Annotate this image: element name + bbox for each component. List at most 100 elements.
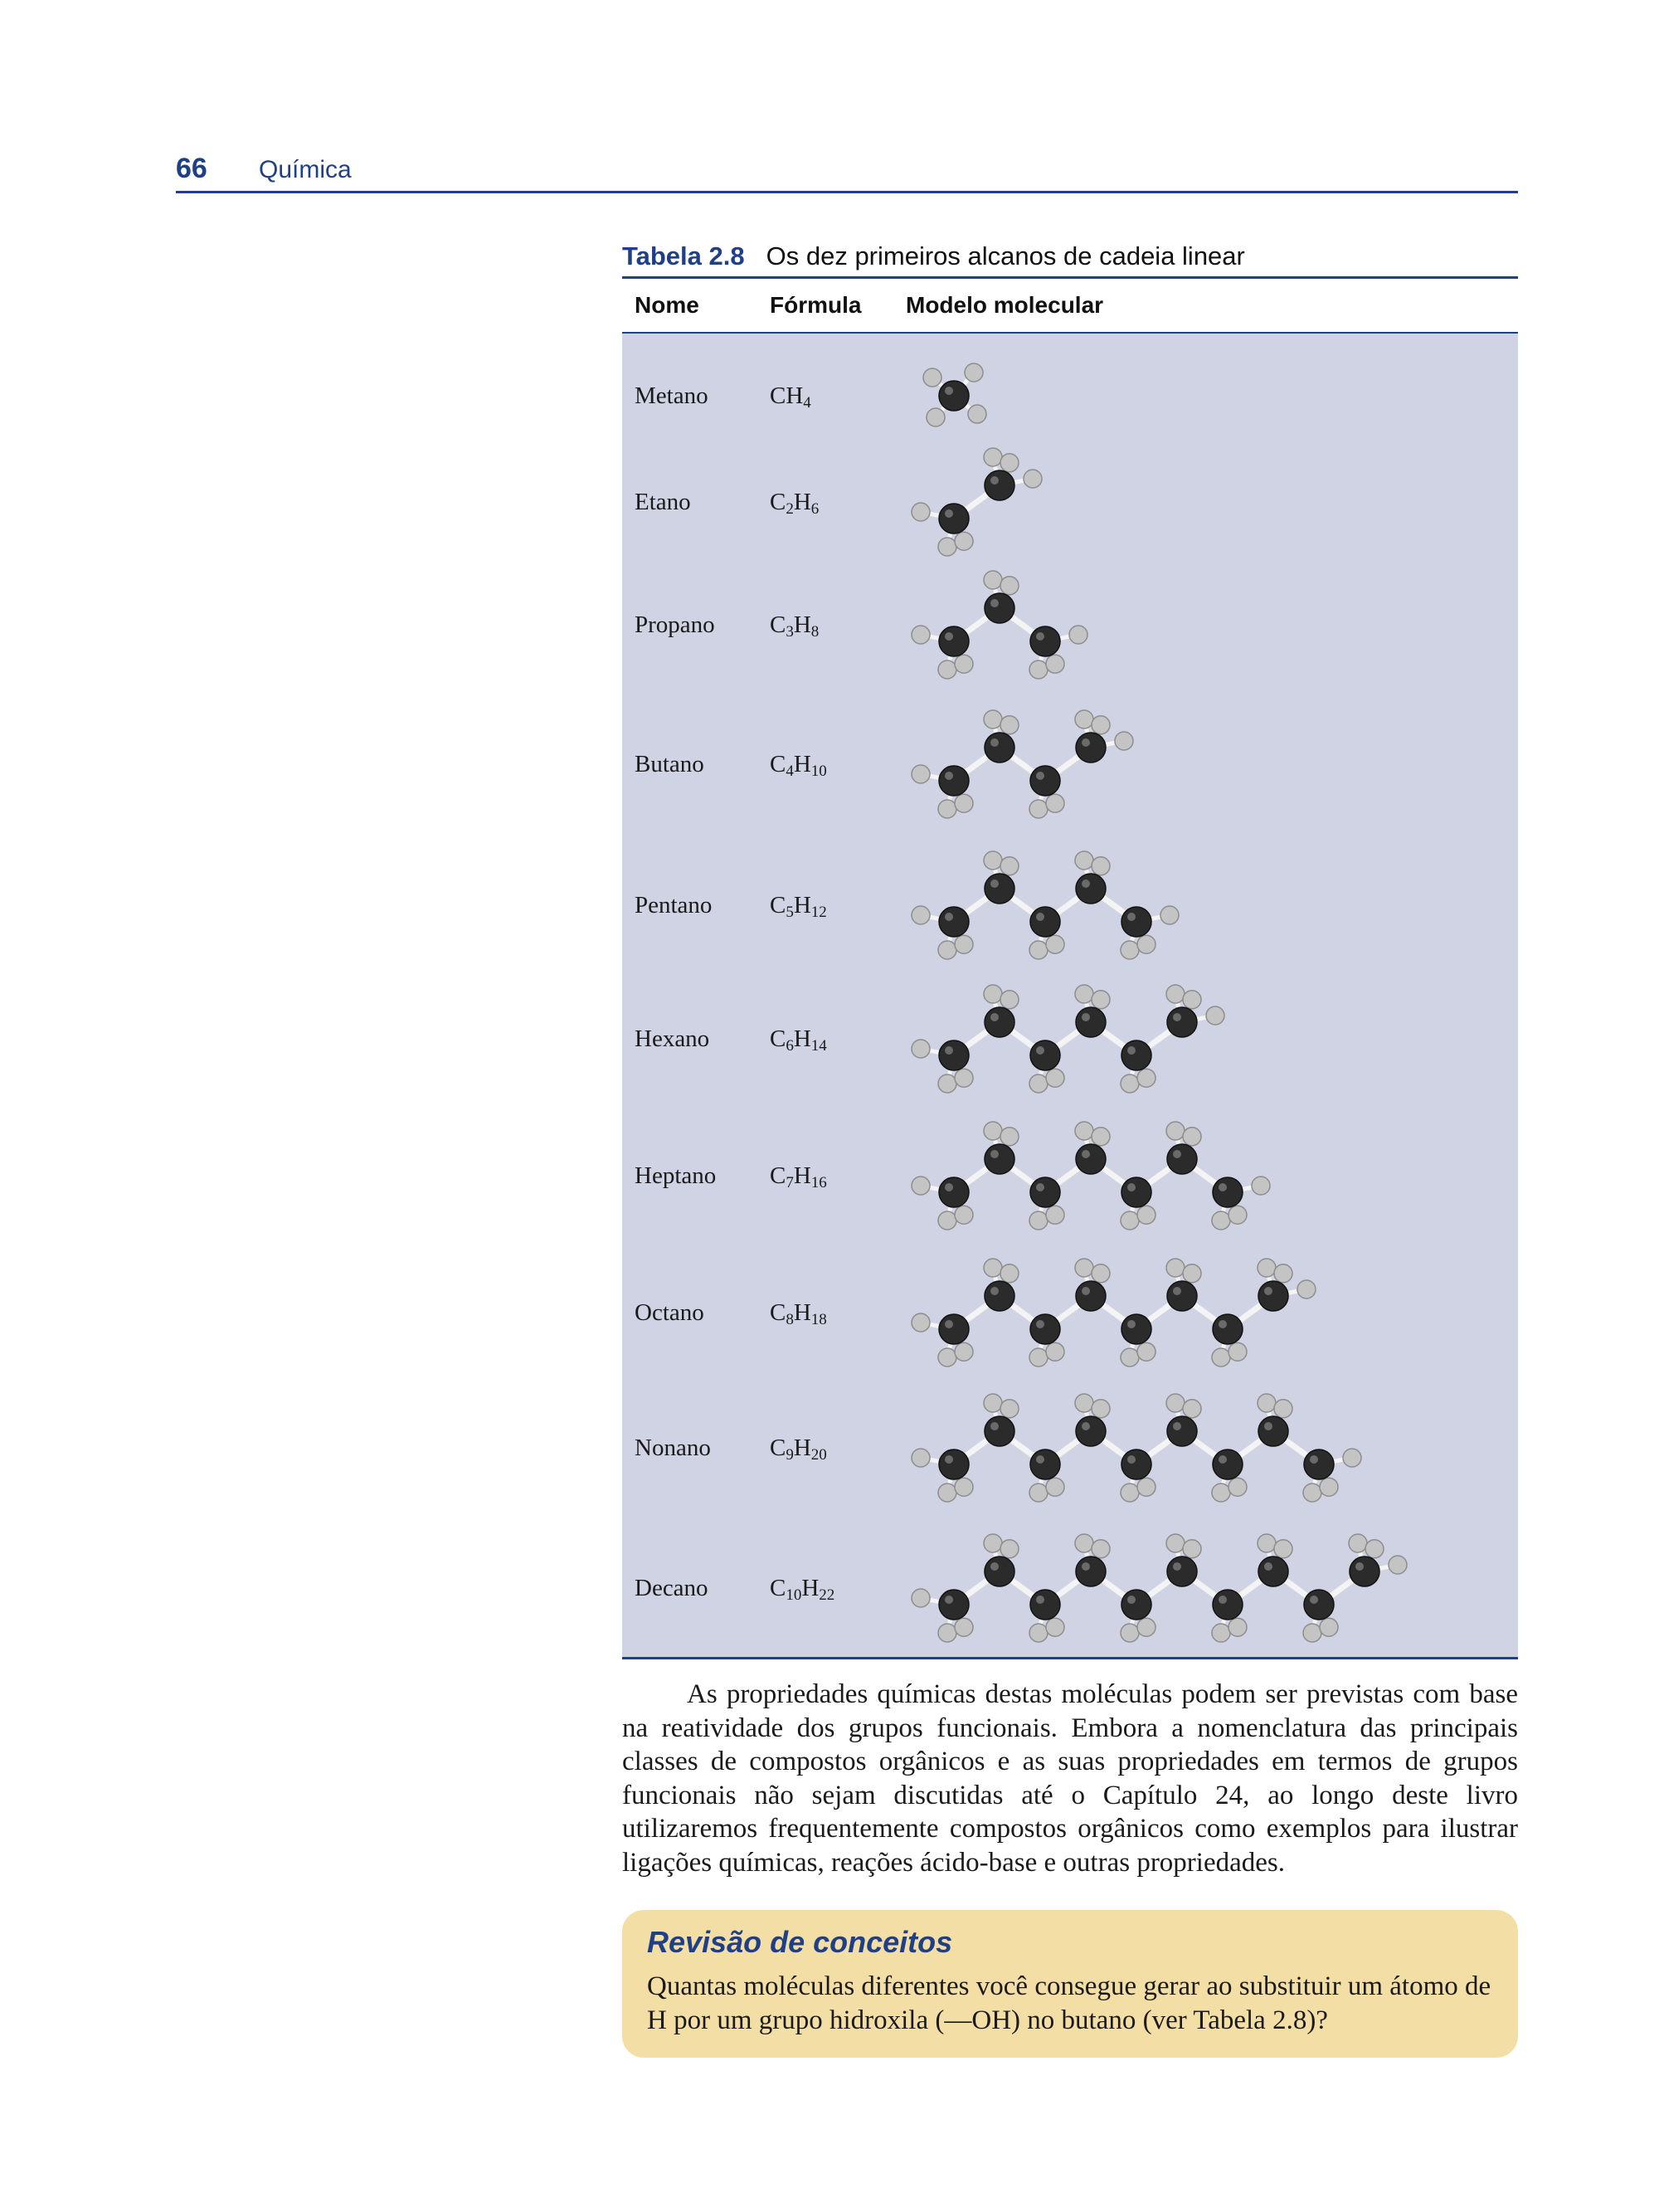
hydrogen-atom xyxy=(1136,1617,1156,1637)
formula-element: C xyxy=(770,1299,786,1326)
hydrogen-atom xyxy=(937,1074,957,1094)
molecule-model xyxy=(911,570,1088,680)
atom-highlight xyxy=(1036,1046,1044,1055)
hydrogen-atom xyxy=(911,1588,931,1608)
hydrogen-atom xyxy=(1205,1006,1225,1026)
atom-highlight xyxy=(990,1287,999,1295)
hydrogen-atom xyxy=(1302,1483,1322,1503)
table-row: Heptano C7H16 xyxy=(622,1121,1518,1230)
hydrogen-atom xyxy=(954,1068,974,1088)
molecule-model xyxy=(911,1258,1316,1367)
hydrogen-atom xyxy=(1342,1448,1362,1468)
atom-highlight xyxy=(1036,1455,1044,1464)
table-row: Butano C4H10 xyxy=(622,709,1518,819)
hydrogen-atom xyxy=(1136,1068,1156,1088)
hydrogen-atom xyxy=(954,654,974,674)
alkane-formula: C6H14 xyxy=(770,1022,827,1055)
atom-highlight xyxy=(990,476,999,485)
hydrogen-atom xyxy=(1029,660,1048,680)
atom-highlight xyxy=(1036,1596,1044,1604)
hydrogen-atom xyxy=(1228,1477,1248,1497)
atom-highlight xyxy=(1082,1422,1090,1430)
atom-highlight xyxy=(945,1183,953,1191)
atom-highlight xyxy=(945,1596,953,1604)
formula-subscript: 18 xyxy=(810,1311,827,1328)
hydrogen-atom xyxy=(1074,850,1094,870)
carbon-atom xyxy=(1121,1313,1152,1345)
hydrogen-atom xyxy=(954,1477,974,1497)
hydrogen-atom xyxy=(911,1039,931,1059)
hydrogen-atom xyxy=(1388,1555,1408,1575)
atom-highlight xyxy=(1219,1596,1227,1604)
hydrogen-atom xyxy=(1165,1258,1185,1278)
carbon-atom xyxy=(1166,1143,1198,1175)
column-header-formula: Fórmula xyxy=(770,292,862,318)
table-row: Octano C8H18 xyxy=(622,1258,1518,1367)
atom-highlight xyxy=(1264,1562,1272,1571)
hydrogen-atom xyxy=(1211,1483,1231,1503)
hydrogen-atom xyxy=(1045,654,1065,674)
atom-highlight xyxy=(990,1013,999,1021)
hydrogen-atom xyxy=(1029,1347,1048,1367)
formula-element: H xyxy=(793,1299,811,1326)
atom-highlight xyxy=(1310,1455,1318,1464)
hydrogen-atom xyxy=(1160,905,1180,925)
hydrogen-atom xyxy=(937,1347,957,1367)
hydrogen-atom xyxy=(937,1483,957,1503)
hydrogen-atom xyxy=(967,404,987,424)
hydrogen-atom xyxy=(954,531,974,551)
formula-subscript: 7 xyxy=(786,1174,794,1191)
table-row: Decano C10H22 xyxy=(622,1533,1518,1643)
hydrogen-atom xyxy=(1120,1074,1140,1094)
formula-element: H xyxy=(801,1575,820,1601)
carbon-atom xyxy=(1075,1006,1107,1038)
atom-highlight xyxy=(1264,1422,1272,1430)
formula-element: H xyxy=(793,1435,811,1461)
hydrogen-atom xyxy=(1029,1074,1048,1094)
atom-highlight xyxy=(1082,879,1090,888)
carbon-atom xyxy=(938,503,970,534)
hydrogen-atom xyxy=(1029,1211,1048,1230)
hydrogen-atom xyxy=(1000,1264,1019,1284)
carbon-atom xyxy=(1029,1040,1061,1071)
alkanes-table: Tabela 2.8 Os dez primeiros alcanos de ca… xyxy=(622,236,1518,1659)
formula-element: H xyxy=(793,489,811,515)
atom-highlight xyxy=(945,913,953,921)
carbon-atom xyxy=(1121,1177,1152,1208)
atom-highlight xyxy=(1355,1562,1364,1571)
atom-highlight xyxy=(1082,738,1090,747)
carbon-atom xyxy=(1029,1589,1061,1620)
carbon-atom xyxy=(984,732,1015,763)
atom-highlight xyxy=(1036,1183,1044,1191)
carbon-atom xyxy=(1258,1556,1289,1587)
hydrogen-atom xyxy=(911,1176,931,1196)
alkane-formula: C2H6 xyxy=(770,485,819,519)
hydrogen-atom xyxy=(1045,1617,1065,1637)
alkane-name: Nonano xyxy=(635,1435,711,1461)
carbon-atom xyxy=(1075,732,1107,763)
atom-highlight xyxy=(990,1150,999,1158)
hydrogen-atom xyxy=(1182,990,1202,1010)
hydrogen-atom xyxy=(1029,940,1048,960)
carbon-atom xyxy=(1029,906,1061,938)
hydrogen-atom xyxy=(1182,1264,1202,1284)
formula-subscript: 5 xyxy=(786,904,794,921)
hydrogen-atom xyxy=(1114,731,1134,751)
formula-subscript: 16 xyxy=(810,1174,827,1191)
hydrogen-atom xyxy=(1182,1539,1202,1559)
formula-element: H xyxy=(793,1162,811,1189)
hydrogen-atom xyxy=(1136,1342,1156,1362)
hydrogen-atom xyxy=(1091,1399,1111,1419)
atom-highlight xyxy=(1219,1320,1227,1328)
hydrogen-atom xyxy=(1000,715,1019,735)
hydrogen-atom xyxy=(937,940,957,960)
hydrogen-atom xyxy=(1182,1399,1202,1419)
atom-highlight xyxy=(990,1562,999,1571)
formula-subscript: 3 xyxy=(786,623,794,641)
molecule-model xyxy=(911,1393,1362,1503)
hydrogen-atom xyxy=(1045,1068,1065,1088)
carbon-atom xyxy=(938,1177,970,1208)
atom-highlight xyxy=(1127,1455,1136,1464)
carbon-atom xyxy=(1029,1449,1061,1480)
carbon-atom xyxy=(1075,1415,1107,1447)
